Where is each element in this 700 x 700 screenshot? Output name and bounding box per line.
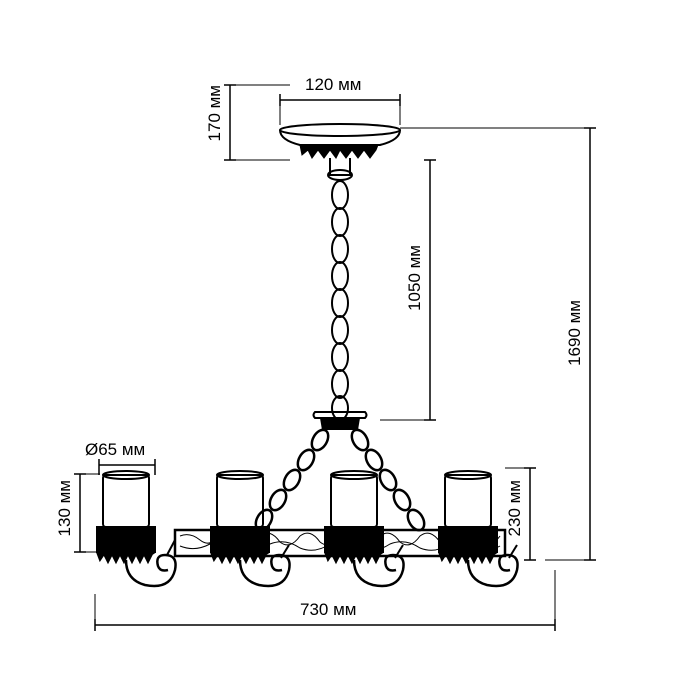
candle-4 (439, 471, 518, 586)
diagram-container: 170 мм 120 мм 1050 мм 1690 мм 230 мм (0, 0, 700, 700)
chandelier-drawing (0, 0, 700, 700)
candle-1 (97, 471, 176, 586)
candle-3 (325, 471, 404, 586)
candle-2 (211, 471, 290, 586)
